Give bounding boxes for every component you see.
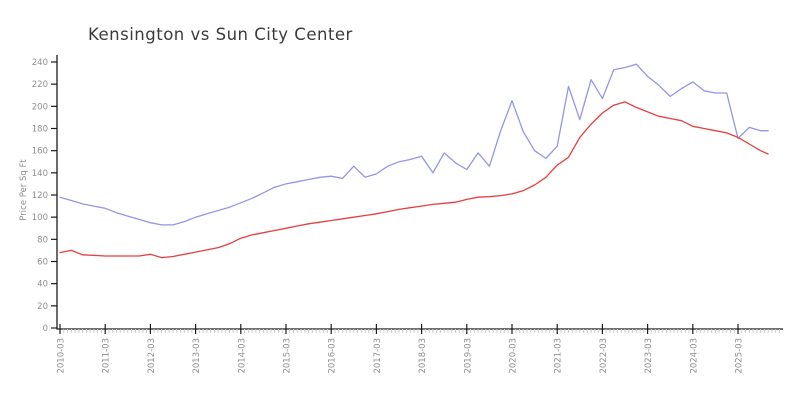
y-axis-ticks: 0 20 40 60 80 100 120 140 160 180 200 220 240 bbox=[32, 58, 58, 334]
y-tick-label: 220 bbox=[32, 80, 48, 90]
y-tick-label: 40 bbox=[37, 280, 48, 290]
y-tick-label: 200 bbox=[32, 102, 48, 112]
y-tick-label: 160 bbox=[32, 147, 48, 157]
x-tick-label: 2013-03 bbox=[192, 338, 202, 374]
x-tick-label: 2012-03 bbox=[147, 338, 157, 374]
y-tick-label: 0 bbox=[43, 324, 48, 334]
chart-title: Kensington vs Sun City Center bbox=[88, 25, 353, 44]
x-tick-label: 2014-03 bbox=[237, 338, 247, 374]
y-tick-label: 60 bbox=[37, 258, 48, 268]
axis-line bbox=[56, 55, 783, 330]
axes bbox=[56, 55, 783, 330]
x-tick-label: 2016-03 bbox=[328, 338, 338, 374]
x-tick-label: 2023-03 bbox=[644, 338, 654, 374]
x-tick-label: 2022-03 bbox=[599, 338, 609, 374]
series-line-sun-city-center bbox=[59, 101, 769, 259]
x-tick-label: 2020-03 bbox=[509, 338, 519, 374]
x-tick-label: 2015-03 bbox=[283, 338, 293, 374]
x-tick-label: 2024-03 bbox=[689, 338, 699, 374]
y-tick-label: 20 bbox=[37, 302, 48, 312]
y-axis-label: Price Per Sq Ft bbox=[19, 159, 29, 221]
x-tick-label: 2018-03 bbox=[418, 338, 428, 374]
x-tick-label: 2017-03 bbox=[373, 338, 383, 374]
y-tick-label: 100 bbox=[32, 213, 48, 223]
x-tick-label: 2011-03 bbox=[102, 338, 112, 374]
y-tick-label: 180 bbox=[32, 125, 48, 135]
series-lines bbox=[59, 63, 769, 259]
y-tick-label: 240 bbox=[32, 58, 48, 68]
y-tick-label: 120 bbox=[32, 191, 48, 201]
y-tick-label: 80 bbox=[37, 235, 48, 245]
x-axis-ticks: 2010-03 2011-03 2012-03 2013-03 2014-03 2015-… bbox=[57, 324, 780, 374]
y-tick-label: 140 bbox=[32, 169, 48, 179]
x-tick-label: 2019-03 bbox=[463, 338, 473, 374]
x-tick-label: 2010-03 bbox=[57, 338, 67, 374]
x-tick-label: 2021-03 bbox=[554, 338, 564, 374]
x-tick-label: 2025-03 bbox=[735, 338, 745, 374]
series-line-kensington bbox=[59, 63, 769, 226]
